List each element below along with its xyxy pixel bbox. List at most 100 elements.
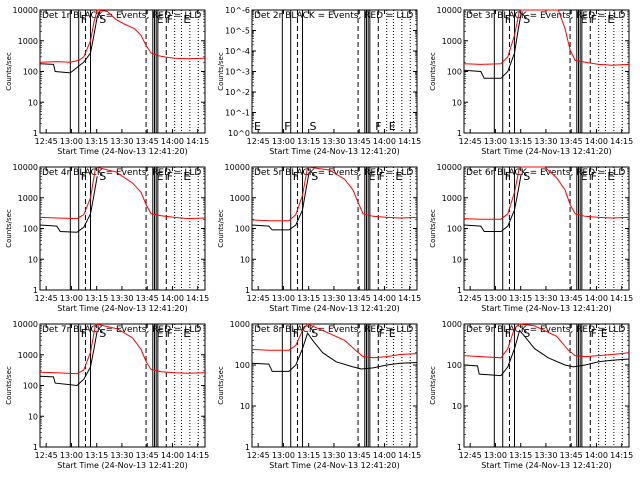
detector-panel-8: Det 8r BLACK = Events, RED = LLD 1 10 100 10… [217, 320, 421, 470]
y-tick-label: 1000 [18, 351, 38, 360]
x-tick-label: 13:30 [322, 294, 345, 303]
x-tick-label: 13:45 [136, 137, 159, 146]
marker-label: F [81, 13, 87, 26]
x-tick-label: 13:00 [60, 294, 83, 303]
y-tick-label: 100 [447, 361, 462, 370]
marker-label: E [183, 170, 190, 183]
y-axis-label: Counts/sec [217, 52, 225, 91]
marker-label: S [523, 170, 530, 183]
x-tick-label: 14:15 [398, 451, 421, 460]
x-tick-label: 14:00 [373, 451, 396, 460]
x-tick-label: 12:45 [459, 137, 482, 146]
detector-panel-2: Det 2r BLACK = Events, RED = LLD 10^0 10^-… [217, 6, 421, 156]
marker-label: E [395, 170, 402, 183]
y-axis-label: Counts/sec [429, 366, 437, 405]
x-tick-label: 13:00 [484, 294, 507, 303]
x-tick-label: 13:15 [85, 137, 108, 146]
detector-panel-5: Det 5r BLACK = Events, RED = LLD11010010… [217, 163, 421, 313]
y-tick-label: 1 [457, 129, 462, 138]
x-tick-label: 14:15 [610, 137, 633, 146]
y-tick-label: 10 [28, 412, 38, 421]
x-tick-label: 14:00 [161, 137, 184, 146]
x-tick-label: 13:00 [484, 451, 507, 460]
x-tick-label: 12:45 [35, 137, 58, 146]
plot-frame [463, 166, 630, 291]
x-tick-label: 13:45 [560, 451, 583, 460]
y-tick-label: 1000 [442, 37, 462, 46]
x-tick-label: 13:45 [560, 137, 583, 146]
x-tick-label: 12:45 [459, 294, 482, 303]
x-tick-label: 14:00 [585, 294, 608, 303]
x-axis-label: Start Time (24-Nov-13 12:41:20) [269, 461, 399, 470]
x-tick-label: 14:00 [161, 294, 184, 303]
y-axis-label: Counts/sec [429, 52, 437, 91]
x-tick-label: 14:00 [373, 137, 396, 146]
y-tick-label: 10 [240, 402, 250, 411]
y-tick-label: 10 [28, 255, 38, 264]
y-axis-label: Counts/sec [5, 52, 13, 91]
y-tick-label: 1 [33, 129, 38, 138]
y-tick-label: 10000 [437, 163, 462, 172]
y-tick-label: 100 [23, 68, 38, 77]
x-tick-label: 13:00 [60, 451, 83, 460]
x-tick-label: 13:45 [348, 451, 371, 460]
y-tick-label: 1 [245, 443, 250, 452]
series-line-lld [463, 9, 630, 66]
panel-title: Det 4r BLACK = Events, RED = LLD [42, 168, 201, 178]
y-tick-label: 1000 [18, 194, 38, 203]
y-tick-label: 10000 [13, 320, 38, 329]
marker-label: F [293, 327, 299, 340]
marker-label: F [81, 170, 87, 183]
marker-label: S [311, 170, 318, 183]
x-tick-label: 12:45 [35, 294, 58, 303]
x-axis-label: Start Time (24-Nov-13 12:41:20) [57, 461, 187, 470]
series-line-lld [39, 9, 206, 63]
x-tick-label: 14:15 [398, 294, 421, 303]
y-tick-label: 100 [23, 382, 38, 391]
marker-label: E [601, 327, 608, 340]
y-tick-label: 100 [447, 68, 462, 77]
y-axis-label: Counts/sec [429, 209, 437, 248]
panel-title: Det 1r BLACK = Events, RED = LLD [42, 11, 201, 21]
marker-label: E [580, 170, 587, 183]
y-tick-label: 10^0 [228, 129, 250, 138]
x-tick-label: 13:15 [509, 294, 532, 303]
x-tick-label: 14:00 [585, 451, 608, 460]
plot-frame [39, 323, 206, 448]
x-tick-label: 12:45 [35, 451, 58, 460]
x-tick-label: 13:15 [85, 294, 108, 303]
series-line-lld [39, 166, 206, 220]
marker-label: F [293, 170, 299, 183]
panel-title: Det 6r BLACK = Events, RED = LLD [466, 168, 625, 178]
y-axis-label: Counts/sec [5, 366, 13, 405]
panel-title: Det 3r BLACK = Events, RED = LLD [466, 11, 625, 21]
plot-frame [39, 9, 206, 134]
marker-label: E [183, 13, 190, 26]
series-line-events [251, 331, 418, 372]
marker-label: E [156, 170, 163, 183]
marker-label: E [389, 327, 396, 340]
detector-panel-7: Det 7r BLACK = Events, RED = LLD 1 10 100 10… [5, 320, 209, 470]
x-tick-label: 13:15 [85, 451, 108, 460]
y-axis-label: Counts/sec [217, 366, 225, 405]
detector-panel-9: Det 9r BLACK = Events, RED = LLD 1 10 100 10… [429, 320, 633, 470]
x-tick-label: 12:45 [247, 294, 270, 303]
marker-label: E [580, 13, 587, 26]
series-line-lld [463, 323, 630, 359]
plot-frame [39, 166, 206, 291]
x-tick-label: 14:00 [373, 294, 396, 303]
y-tick-label: 10 [240, 255, 250, 264]
series-line-events [463, 173, 522, 232]
marker-label: E [156, 13, 163, 26]
y-tick-label: 1000 [230, 194, 250, 203]
marker-label: S [523, 13, 530, 26]
x-tick-label: 13:15 [297, 451, 320, 460]
marker-label: F [591, 170, 597, 183]
x-tick-label: 13:30 [110, 137, 133, 146]
y-tick-label: 100 [447, 225, 462, 234]
detector-panel-3: Det 3r BLACK = Events, RED = LLD 1 10 100 10… [429, 6, 633, 156]
marker-label: S [310, 120, 317, 133]
x-tick-label: 13:45 [136, 294, 159, 303]
x-tick-label: 13:15 [297, 294, 320, 303]
y-tick-label: 1000 [442, 320, 462, 329]
